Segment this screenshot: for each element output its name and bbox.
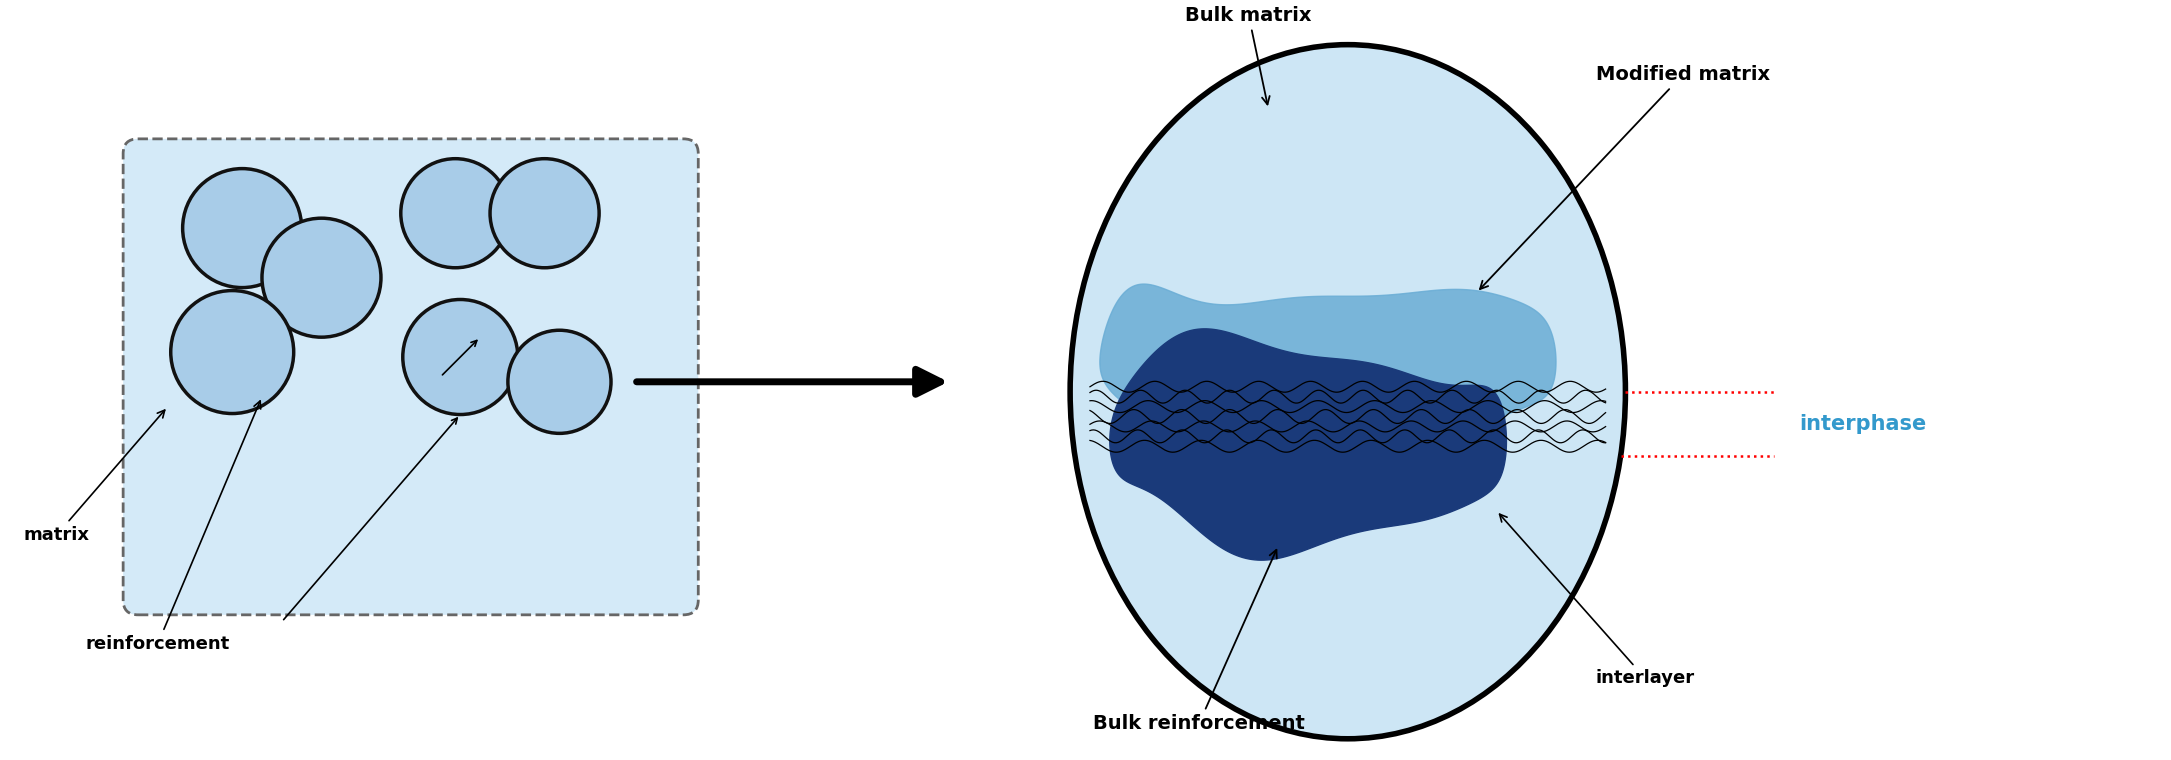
Polygon shape (1101, 284, 1557, 460)
Circle shape (491, 159, 599, 268)
Text: matrix: matrix (24, 410, 165, 543)
Circle shape (508, 331, 610, 433)
Polygon shape (1109, 329, 1507, 560)
Text: Bulk reinforcement: Bulk reinforcement (1094, 549, 1305, 733)
Circle shape (404, 299, 519, 414)
FancyBboxPatch shape (124, 139, 699, 615)
Text: Modified matrix: Modified matrix (1481, 65, 1769, 289)
Ellipse shape (1070, 45, 1626, 739)
Text: Bulk matrix: Bulk matrix (1185, 6, 1311, 104)
Circle shape (172, 290, 293, 413)
Circle shape (402, 159, 510, 268)
Text: interlayer: interlayer (1500, 515, 1696, 687)
Text: interphase: interphase (1800, 414, 1926, 435)
Text: reinforcement: reinforcement (85, 401, 261, 653)
Circle shape (182, 169, 302, 287)
Circle shape (263, 218, 380, 337)
